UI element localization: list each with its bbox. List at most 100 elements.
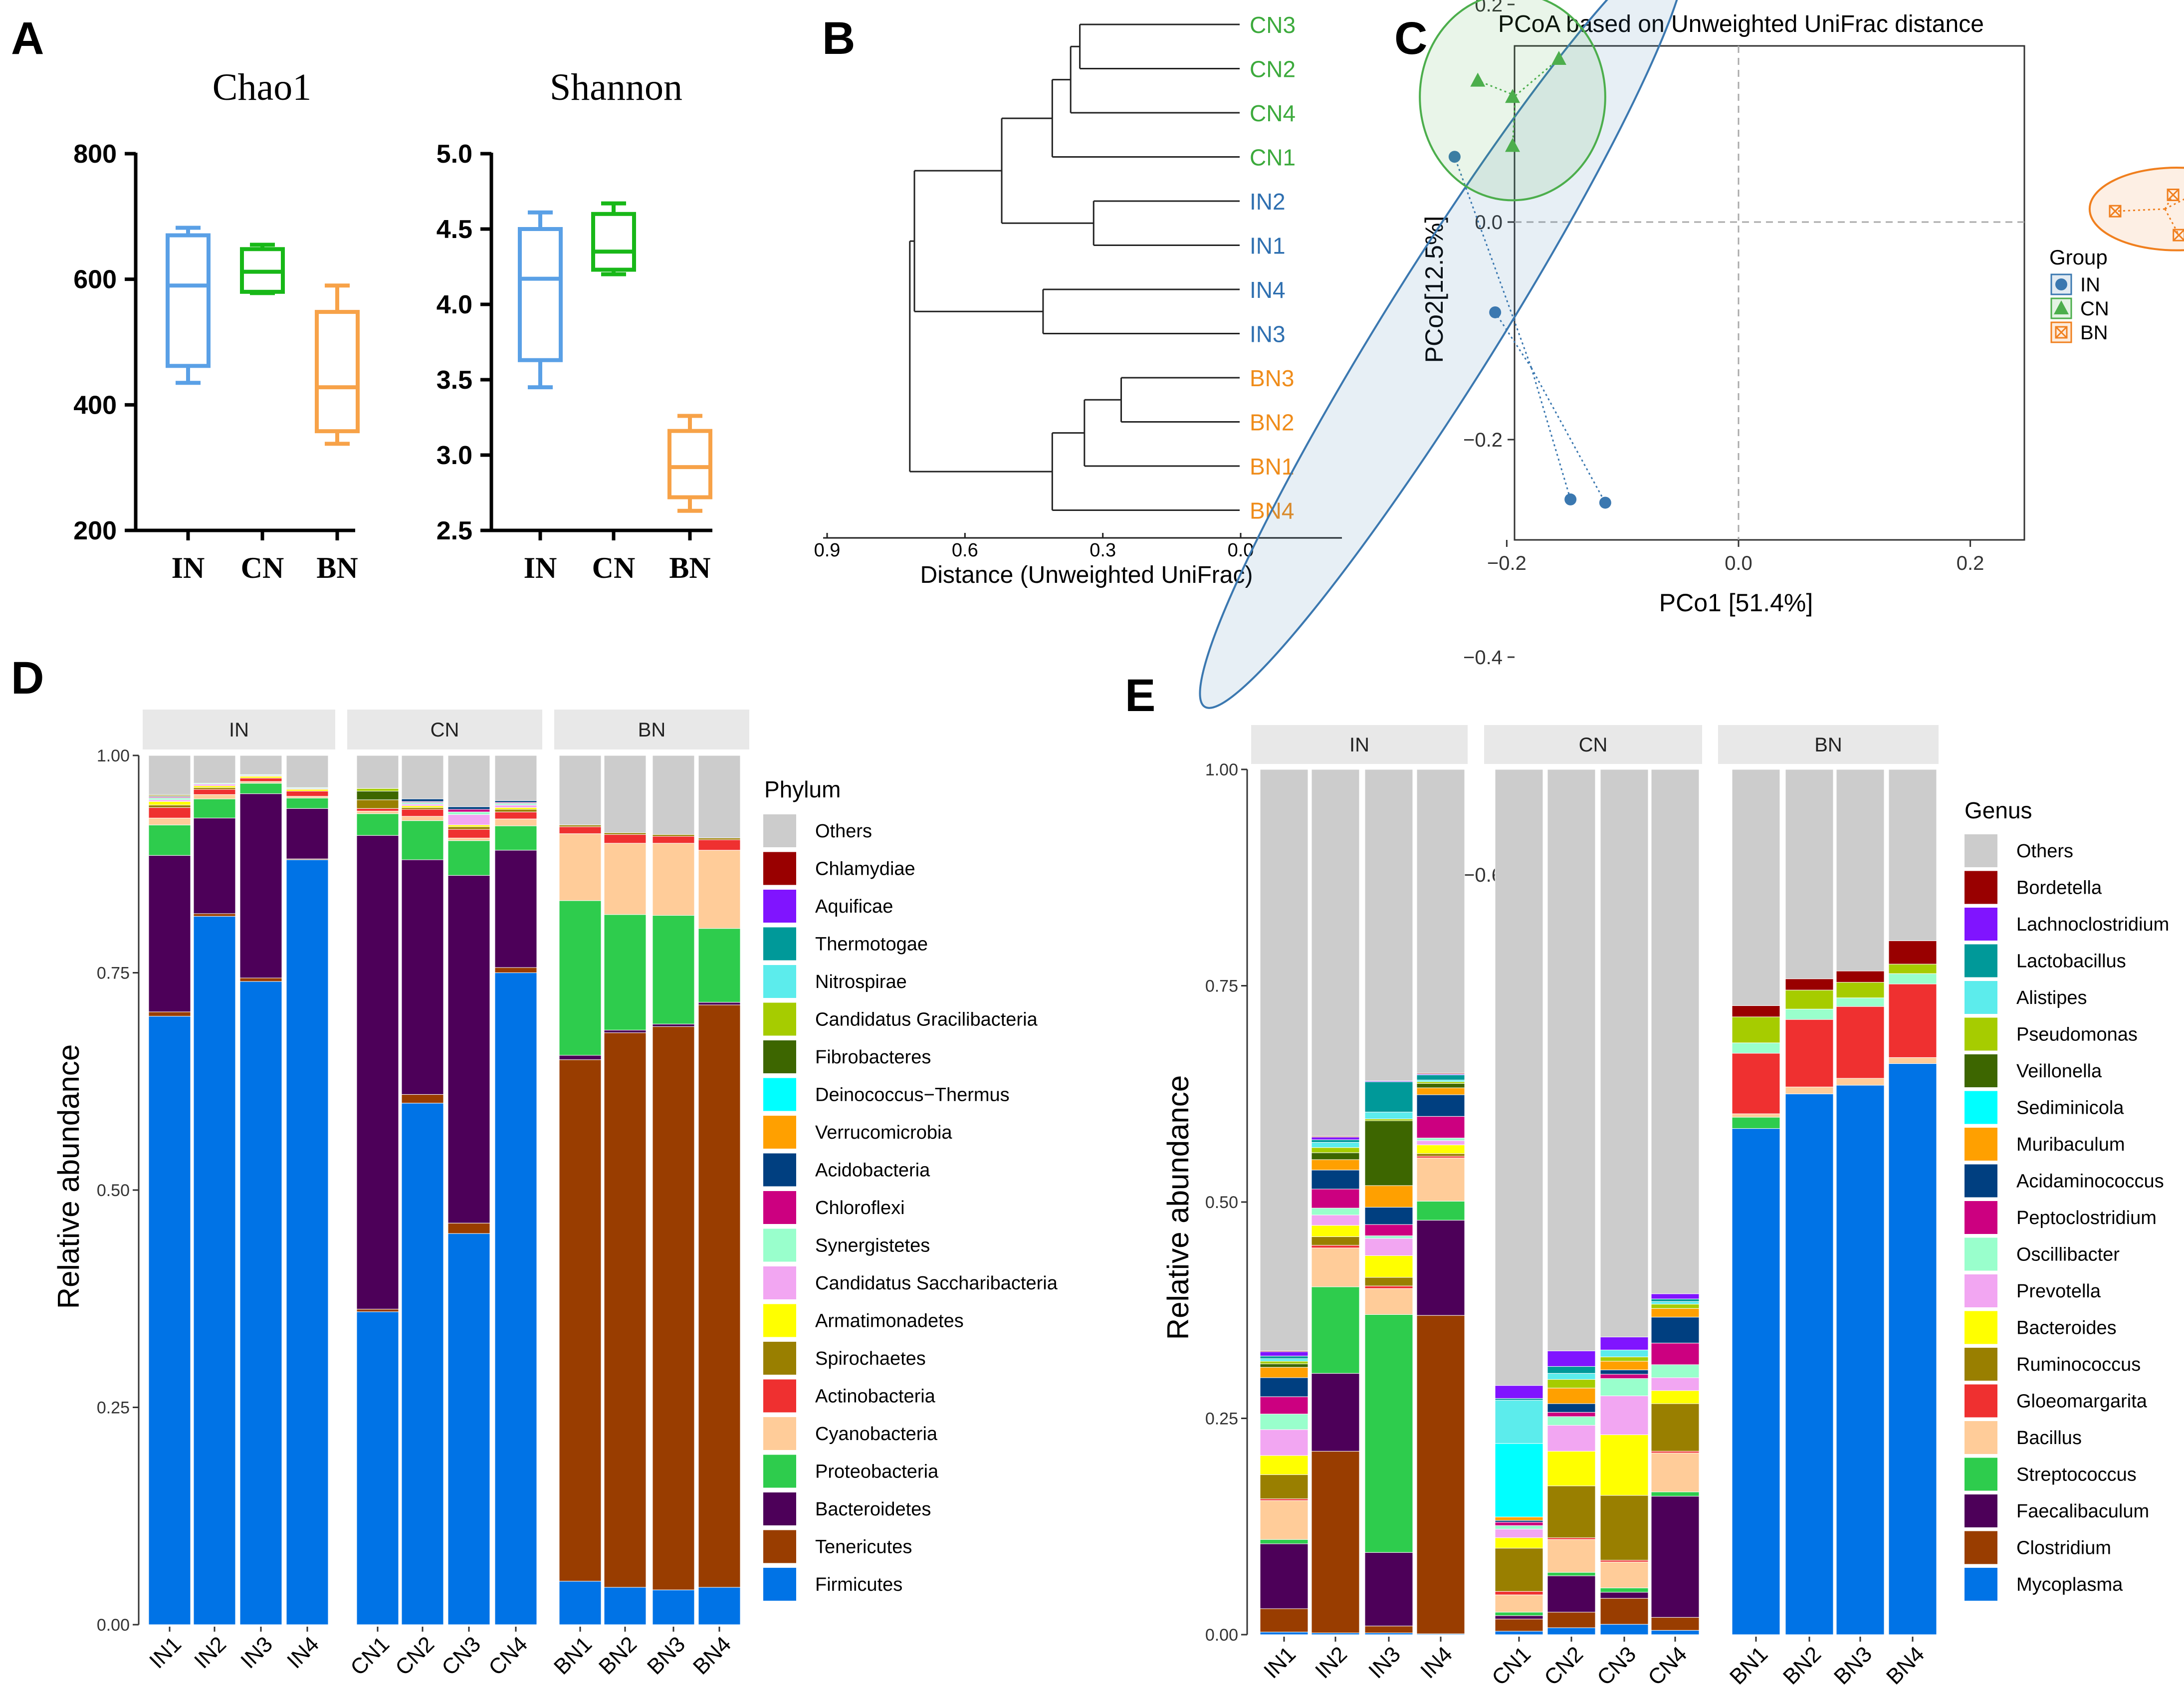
point-circle [1564, 493, 1577, 505]
bar-segment [447, 755, 490, 807]
bar-segment [1732, 1053, 1780, 1114]
legend-swatch [763, 1153, 796, 1187]
bar-segment [559, 826, 602, 834]
bar-segment [1600, 1378, 1649, 1396]
bar-segment [1600, 1395, 1649, 1435]
legend-label: Bacteroidetes [815, 1499, 931, 1520]
legend-swatch [1965, 1348, 1997, 1381]
bar-segment [239, 755, 282, 775]
y-tick-label: 0.25 [1205, 1410, 1238, 1429]
legend-label: Armatimonadetes [815, 1311, 964, 1332]
box-BN [667, 429, 712, 499]
bar-segment [1836, 1006, 1885, 1079]
bar-segment [1495, 1525, 1543, 1529]
legend-label: Clostridium [2016, 1538, 2111, 1559]
box-BN [315, 310, 360, 434]
bar-segment [1888, 769, 1937, 941]
bar-segment [1651, 1630, 1700, 1635]
bar-segment [1416, 1116, 1465, 1139]
x-tick-label: CN3 [1592, 1642, 1641, 1690]
bar-segment [1600, 1592, 1649, 1599]
bar-segment [148, 855, 191, 1012]
point-boxx [2167, 189, 2180, 201]
bar-segment [652, 755, 695, 835]
bar-segment [1785, 1019, 1834, 1087]
bar-segment [1260, 1632, 1309, 1635]
bar-segment [652, 1589, 695, 1625]
bar-segment [1785, 989, 1834, 1009]
bar-segment [1495, 1443, 1543, 1517]
bar-segment [652, 915, 695, 1024]
bar-segment [1547, 1425, 1596, 1452]
dendrogram-xlabel: Distance (Unweighted UniFrac) [920, 562, 1253, 588]
y-tick-label: 1.00 [1205, 760, 1238, 779]
dendro-tick-label: 0.3 [1090, 540, 1116, 561]
legend-label: Tenericutes [815, 1537, 912, 1558]
genus-legend-title: Genus [1965, 797, 2032, 823]
bar-segment [401, 859, 444, 1095]
bar-segment [1888, 1063, 1937, 1635]
leaf-label-cn2: CN2 [1250, 56, 1296, 82]
bar-segment [1600, 1369, 1649, 1375]
bar-segment [401, 809, 444, 817]
bar-segment [1311, 1137, 1360, 1140]
phylum-stacked-bar: Relative abundance Phylum 0.00 0.25 0.50 0.… [52, 710, 1058, 1680]
bar-segment [356, 810, 399, 814]
genus-ylabel: Relative abundance [1161, 1075, 1195, 1340]
y-tick-label: 4.0 [437, 290, 472, 319]
bar-segment [447, 875, 490, 1223]
bar-segment [1600, 1434, 1649, 1496]
legend-label: Others [2016, 841, 2073, 862]
bar-segment [494, 818, 537, 826]
bar-segment [1495, 1520, 1543, 1523]
x-tick-label: CN [241, 551, 284, 584]
bar-segment [447, 1233, 490, 1625]
spider-line [1530, 367, 1571, 500]
legend-swatch [763, 1116, 796, 1149]
bar-segment [1836, 971, 1885, 983]
bar-segment [193, 785, 236, 788]
x-tick-label: BN1 [1725, 1642, 1772, 1689]
bar-segment [1651, 1317, 1700, 1344]
bar-segment [1600, 1350, 1649, 1357]
bar-segment [1732, 1113, 1780, 1118]
legend-label: Deinococcus−Thermus [815, 1085, 1010, 1106]
legend-label: Thermotogae [815, 934, 928, 955]
bar-segment [698, 928, 741, 1003]
bar-segment [401, 802, 444, 805]
bar-segment [1651, 1304, 1700, 1309]
bar-segment [604, 1029, 647, 1033]
bar-segment [494, 800, 537, 803]
bar-segment [1311, 769, 1360, 1137]
x-tick-label: IN4 [1416, 1642, 1457, 1683]
bar-segment [356, 755, 399, 789]
bar-segment [239, 781, 282, 784]
bar-segment [604, 1587, 647, 1625]
leaf-label-cn3: CN3 [1250, 12, 1296, 38]
bar-segment [148, 799, 191, 802]
bar-segment [1311, 1236, 1360, 1246]
bar-segment [1416, 1140, 1465, 1146]
x-tick-label: IN2 [1310, 1642, 1352, 1683]
facet-strip-bn [1718, 725, 1939, 764]
bar-segment [356, 813, 399, 836]
point-boxx [2173, 229, 2184, 242]
leaf-label-in2: IN2 [1250, 189, 1286, 215]
bar-segment [193, 755, 236, 784]
y-tick-label: 2.5 [437, 516, 472, 545]
bar-segment [1888, 1057, 1937, 1064]
legend-label: Cyanobacteria [815, 1424, 938, 1445]
legend-label: Mycoplasma [2016, 1574, 2123, 1595]
dendro-tick-label: 0.6 [952, 540, 978, 561]
bar-segment [286, 789, 329, 791]
legend-swatch [763, 1342, 796, 1375]
bar-segment [494, 850, 537, 968]
x-tick-label: IN3 [236, 1632, 277, 1673]
x-tick-label: CN1 [1487, 1642, 1535, 1690]
bar-segment [494, 825, 537, 851]
legend-swatch [763, 1417, 796, 1450]
spider-line [1494, 312, 1532, 368]
y-tick-label: 4.5 [437, 215, 472, 244]
legend-label: Prevotella [2016, 1281, 2101, 1302]
legend-swatch [763, 1530, 796, 1563]
